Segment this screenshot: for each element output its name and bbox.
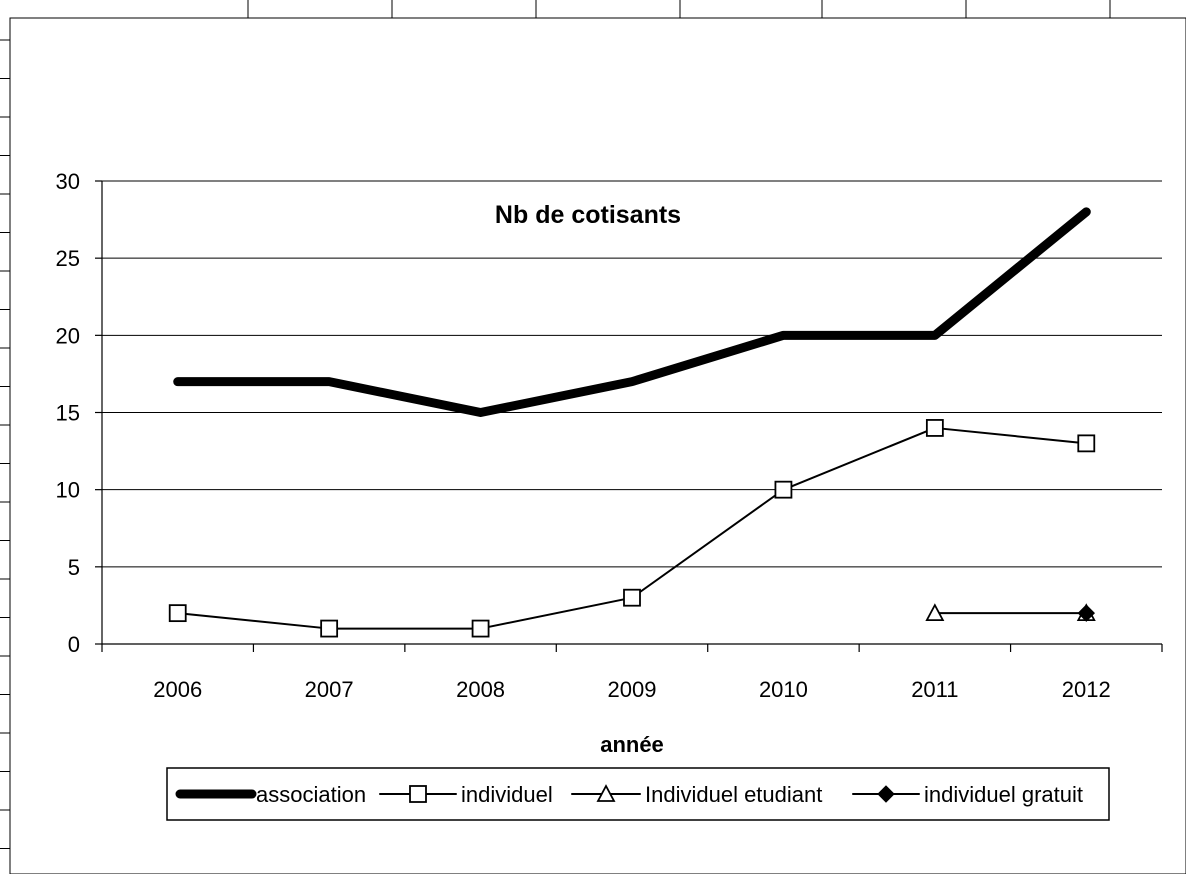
legend-swatch-marker [596,784,616,802]
series-individuel [168,419,1096,638]
legend: association individuel Individuel etudiant… [166,767,1110,821]
y-tick-label: 5 [68,555,80,580]
data-point-individuel [471,619,490,638]
data-point-individuel-etudiant [925,603,945,622]
data-point-individuel [168,604,187,623]
legend-entry-individuel: individuel [379,782,553,807]
x-tick-label: 2011 [911,677,958,702]
x-tick-label: 2007 [305,677,354,702]
legend-swatch-marker [877,785,895,803]
legend-swatch-marker [409,785,427,803]
x-axis-tick-labels: 2006 2007 2008 2009 2010 2011 2012 [153,677,1111,702]
y-axis-tick-labels: 0 5 10 15 20 25 30 [56,169,80,657]
legend-label: Individuel etudiant [645,782,822,807]
x-tick-label: 2010 [759,677,808,702]
y-tick-label: 20 [56,323,80,348]
legend-entry-association: association [175,782,366,807]
y-tick-label: 10 [56,478,80,503]
data-point-individuel [623,588,641,607]
x-tick-label: 2008 [456,677,505,702]
axes [95,180,1163,652]
legend-label: individuel [461,782,553,807]
y-tick-label: 25 [56,246,80,271]
x-axis-title: année [600,732,664,757]
series-line-association [173,207,1091,417]
data-point-individuel [925,419,944,437]
y-tick-label: 30 [56,169,80,194]
data-point-individuel [320,619,339,638]
y-tick-label: 0 [68,632,80,657]
series-layer [168,207,1096,638]
chart-area [9,17,1186,874]
series-association [173,207,1091,417]
data-point-individuel-gratuit [1077,604,1095,622]
legend-entry-individuel-etudiant: Individuel etudiant [571,782,822,807]
spreadsheet-cell-borders [0,0,1111,849]
chart-title: Nb de cotisants [495,201,681,229]
data-point-individuel [774,480,793,499]
series-individuel-gratuit [1077,604,1095,622]
y-tick-label: 15 [56,401,80,426]
x-tick-label: 2012 [1062,677,1111,702]
legend-label: individuel gratuit [924,782,1083,807]
legend-entry-individuel-gratuit: individuel gratuit [852,782,1083,807]
x-tick-label: 2006 [153,677,202,702]
gridlines [102,180,1162,568]
x-tick-label: 2009 [608,677,657,702]
legend-label: association [256,782,366,807]
data-point-individuel [1077,434,1096,453]
